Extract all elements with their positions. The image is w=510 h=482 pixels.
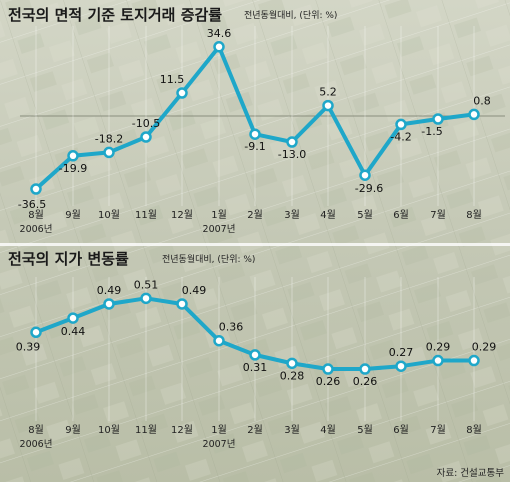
data-point [140, 131, 152, 143]
data-label: 0.8 [473, 94, 491, 107]
x-tick-label: 1월 [211, 424, 227, 436]
data-label: -10.5 [132, 117, 160, 130]
data-label: 34.6 [207, 27, 232, 40]
data-label: 0.49 [182, 284, 207, 297]
x-tick-label: 2월 [247, 209, 263, 221]
data-label: -1.5 [421, 125, 442, 138]
data-label: 0.29 [472, 341, 497, 354]
x-tick-label: 10월 [98, 209, 120, 221]
data-label: -13.0 [278, 148, 306, 161]
chart-subtitle: 전년동월대비, (단위: %) [162, 253, 255, 265]
x-tick-label: 4월 [320, 424, 336, 436]
data-label: -29.6 [355, 182, 383, 195]
data-point [30, 183, 42, 195]
data-point [249, 128, 261, 140]
data-point [176, 87, 188, 99]
chart-subtitle: 전년동월대비, (단위: %) [244, 9, 337, 21]
data-label: -4.2 [390, 130, 411, 143]
data-label: 5.2 [319, 86, 337, 99]
data-point [432, 354, 444, 367]
data-label: 0.44 [61, 325, 86, 338]
chart-2: 전국의 지가 변동률 전년동월대비, (단위: %) 8월 9월 10월 11월 12월 1월… [8, 250, 496, 450]
x-tick-label: 8월 [28, 424, 44, 436]
chart-title: 전국의 지가 변동률 [8, 250, 129, 268]
data-label: 0.26 [353, 375, 378, 388]
x-tick-label: 6월 [393, 209, 409, 221]
x-tick-label: 1월 [211, 209, 227, 221]
data-point [359, 169, 371, 181]
data-label: 0.29 [426, 341, 451, 354]
data-point [67, 150, 79, 162]
x-tick-label: 7월 [430, 209, 446, 221]
data-point [322, 363, 334, 375]
data-point [249, 349, 261, 361]
data-label: -19.9 [59, 162, 87, 175]
x-tick-label: 7월 [430, 424, 446, 436]
x-tick-label: 9월 [65, 209, 81, 221]
x-tick-label: 12월 [171, 424, 193, 436]
data-label: 11.5 [160, 73, 185, 86]
x-tick-label: 2월 [247, 424, 263, 436]
year-label: 2007년 [203, 439, 236, 450]
x-tick-label: 6월 [393, 424, 409, 436]
year-label: 2007년 [203, 224, 236, 235]
data-point [30, 326, 42, 339]
x-tick-label: 3월 [284, 424, 300, 436]
year-label: 2006년 [20, 224, 53, 235]
x-tick-label: 8월 [466, 209, 482, 221]
data-label: 0.31 [243, 361, 268, 374]
data-label: 0.39 [16, 340, 41, 353]
data-label: -18.2 [95, 132, 123, 145]
data-point [176, 298, 188, 310]
data-label: 0.26 [316, 375, 341, 388]
data-point [468, 354, 480, 367]
data-label: 0.51 [134, 278, 159, 291]
data-point [395, 360, 407, 372]
chart-1: 전국의 면적 기준 토지거래 증감률 전년동월대비, (단위: %) 8월 9월 10월… [8, 6, 505, 235]
x-tick-label: 8월 [28, 209, 44, 221]
year-label: 2006년 [20, 439, 53, 450]
data-point [395, 118, 407, 131]
x-tick-label: 5월 [357, 209, 373, 221]
data-label: 0.49 [97, 284, 122, 297]
data-point [140, 292, 152, 305]
data-label: 0.36 [219, 321, 244, 334]
data-point [432, 113, 444, 125]
x-tick-label: 4월 [320, 209, 336, 221]
source-note: 자료: 건설교통부 [437, 468, 505, 479]
x-tick-label: 12월 [171, 209, 193, 221]
data-point [103, 298, 115, 310]
data-label: 0.27 [389, 346, 414, 359]
data-point [67, 312, 79, 324]
panel-divider [0, 243, 510, 246]
x-tick-label: 11월 [135, 209, 157, 221]
x-tick-label: 10월 [98, 424, 120, 436]
data-label: 0.28 [280, 369, 305, 382]
data-point [468, 108, 480, 121]
x-tick-label: 8월 [466, 424, 482, 436]
data-label: -9.1 [244, 140, 265, 153]
data-point [213, 41, 225, 53]
chart-title: 전국의 면적 기준 토지거래 증감률 [8, 6, 222, 24]
x-tick-label: 3월 [284, 209, 300, 221]
x-tick-label: 9월 [65, 424, 81, 436]
data-point [322, 99, 334, 112]
data-point [286, 357, 298, 370]
data-point [103, 146, 115, 159]
data-point [286, 136, 298, 148]
data-point [359, 363, 371, 375]
x-tick-label: 11월 [135, 424, 157, 436]
data-point [213, 334, 225, 347]
x-tick-label: 5월 [357, 424, 373, 436]
data-label: -36.5 [18, 198, 46, 211]
